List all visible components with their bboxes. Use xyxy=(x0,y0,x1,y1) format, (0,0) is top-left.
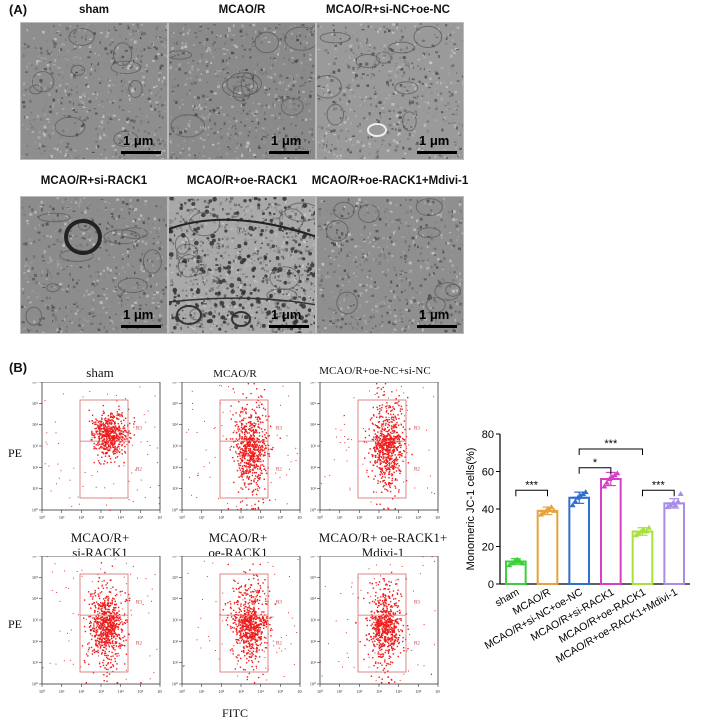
data-point xyxy=(519,560,526,566)
fc-title-mcaor: MCAO/R xyxy=(213,368,257,380)
significance-label: *** xyxy=(652,479,666,491)
significance-bracket xyxy=(642,489,675,497)
em-image-oe-rack1-mdivi: 1 μm xyxy=(316,196,464,334)
em-title-sinc-oenc: MCAO/R+si-NC+oe-NC xyxy=(326,4,450,16)
y-axis-label: Monomeric JC-1 cells(%) xyxy=(465,448,477,571)
data-point xyxy=(603,479,610,485)
scale-bar-label: 1 μm xyxy=(271,133,302,148)
y-tick-label: 40 xyxy=(482,504,494,516)
bar xyxy=(631,530,654,585)
em-image-oe-rack1: 1 μm xyxy=(168,196,316,334)
data-point xyxy=(646,524,652,530)
bar xyxy=(663,502,685,585)
fc-title-oe-rack1-l1: MCAO/R+ xyxy=(208,530,268,545)
data-point xyxy=(643,528,650,534)
fc-ylabel-bottom: PE xyxy=(8,617,23,631)
fc-title-oenc-sinc: MCAO/R+oe-NC+si-NC xyxy=(319,365,431,377)
em-title-si-rack1: MCAO/R+si-RACK1 xyxy=(40,175,148,187)
em-image-mcaor: 1 μm xyxy=(168,22,316,160)
scale-bar-label: 1 μm xyxy=(419,307,450,322)
flow-plot-sham: 10⁰10⁰10¹10¹10²10²10³10³10⁴10⁴10⁵10⁵10⁶1… xyxy=(32,382,162,520)
em-title-mcaor: MCAO/R xyxy=(218,4,266,16)
data-point xyxy=(551,507,557,513)
flow-plot-oenc-sinc: 10⁰10⁰10¹10¹10²10²10³10³10⁴10⁴10⁵10⁵10⁶1… xyxy=(310,382,440,520)
em-title-oe-rack1-mdivi: MCAO/R+oe-RACK1+Mdivi-1 xyxy=(311,175,469,187)
data-point xyxy=(601,483,608,489)
em-image-sham: 1 μm xyxy=(20,22,168,160)
data-point xyxy=(582,489,589,495)
data-point xyxy=(548,504,555,510)
data-point xyxy=(569,502,576,508)
significance-bracket xyxy=(515,489,548,497)
significance-bracket xyxy=(578,467,612,474)
em-image-si-rack1: 1 μm xyxy=(20,196,168,334)
y-tick-label: 80 xyxy=(482,429,494,441)
em-title-sham: sham xyxy=(78,4,110,16)
data-point xyxy=(672,502,679,508)
em-title-oe-rack1: MCAO/R+oe-RACK1 xyxy=(186,175,298,187)
bar xyxy=(536,509,559,585)
fc-xlabel: FITC xyxy=(222,706,249,720)
flow-plot-mcaor: 10⁰10⁰10¹10¹10²10²10³10³10⁴10⁴10⁵10⁵10⁶1… xyxy=(172,382,302,520)
scale-bar-label: 1 μm xyxy=(123,133,154,148)
significance-label: *** xyxy=(604,438,618,450)
fc-title-sham: sham xyxy=(86,365,114,380)
fc-title-oe-rack1-mdivi-l1: MCAO/R+ oe-RACK1+ xyxy=(318,530,448,545)
data-point xyxy=(614,470,621,476)
significance-label: * xyxy=(593,457,598,469)
flow-plot-si-rack1: 10⁰10⁰10¹10¹10²10²10³10³10⁴10⁴10⁵10⁵10⁶1… xyxy=(32,556,162,694)
data-point xyxy=(675,498,682,504)
em-image-sinc-oenc: 1 μm xyxy=(316,22,464,160)
flow-plot-oe-rack1: 10⁰10⁰10¹10¹10²10²10³10³10⁴10⁴10⁵10⁵10⁶1… xyxy=(172,556,302,694)
fc-ylabel-top: PE xyxy=(8,446,23,460)
data-point xyxy=(677,491,684,496)
y-tick-label: 20 xyxy=(482,542,494,554)
scale-bar-label: 1 μm xyxy=(419,133,450,148)
data-point xyxy=(572,498,579,504)
fc-title-si-rack1-l1: MCAO/R+ xyxy=(70,530,130,545)
panel-b-label: (B) xyxy=(9,360,28,375)
flow-plot-oe-rack1-mdivi: 10⁰10⁰10¹10¹10²10²10³10³10⁴10⁴10⁵10⁵10⁶1… xyxy=(310,556,440,694)
significance-bracket xyxy=(578,448,643,455)
y-tick-label: 60 xyxy=(482,467,494,479)
significance-label: *** xyxy=(525,479,539,491)
y-tick-label: 0 xyxy=(488,579,494,591)
bar xyxy=(600,478,622,585)
bar xyxy=(568,496,590,585)
scale-bar-label: 1 μm xyxy=(123,307,154,322)
scale-bar-label: 1 μm xyxy=(271,307,302,322)
panel-a-label: (A) xyxy=(9,2,28,17)
